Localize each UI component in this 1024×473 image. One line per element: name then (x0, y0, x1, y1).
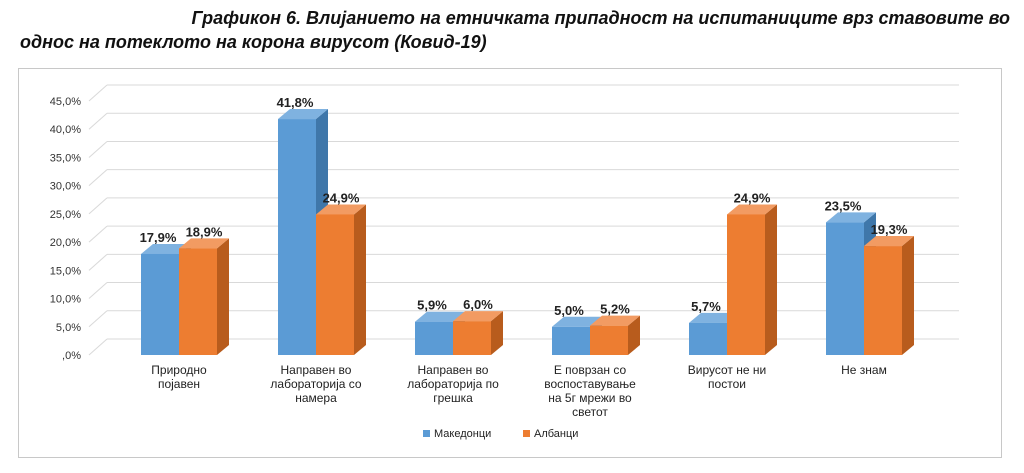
bar (864, 246, 902, 355)
data-label: 5,9% (417, 298, 447, 313)
bar-side (628, 315, 640, 355)
gridline-perspective (88, 141, 108, 158)
y-tick-label: ,0% (62, 350, 81, 362)
category-label: појавен (158, 377, 200, 391)
bar-top (552, 316, 602, 327)
bar-side (354, 204, 366, 355)
data-label: 24,9% (323, 190, 360, 205)
category-label: Е поврзан со (554, 363, 627, 377)
bar-side (902, 236, 914, 355)
gridline-perspective (88, 112, 108, 130)
bar (826, 222, 864, 355)
category-label: на 5г мрежи во (548, 391, 632, 405)
chart-title: Графикон 6. Влијанието на етничката прип… (20, 6, 1010, 54)
data-label: 17,9% (140, 230, 177, 245)
bar (689, 322, 727, 355)
category-label: Направен во (418, 363, 489, 377)
bar-top (179, 238, 229, 249)
gridline-perspective (88, 197, 108, 215)
bar-top (590, 315, 640, 326)
bar-top (278, 109, 328, 120)
bar-top (689, 312, 739, 323)
bar (590, 325, 628, 355)
bar-side (491, 311, 503, 355)
data-label: 6,0% (463, 297, 493, 312)
gridline-perspective (88, 338, 108, 356)
y-tick-label: 20,0% (50, 237, 81, 249)
legend-swatch (423, 430, 430, 437)
chart-title-line-2: однос на потеклото на корона вирусот (Ко… (20, 32, 487, 52)
category-label: Природно (151, 363, 207, 377)
bar (141, 253, 179, 355)
bar-top (415, 311, 465, 322)
y-tick-label: 25,0% (50, 209, 81, 221)
chart-frame: ,0% 5,0% 10,0% 15,0% 20,0% 25,0% 30,0% 35,0% 40,… (18, 68, 1002, 458)
y-tick-label: 30,0% (50, 181, 81, 193)
y-tick-label: 10,0% (50, 294, 81, 306)
bar-top (826, 212, 876, 223)
data-label: 41,8% (277, 95, 314, 110)
bar (316, 214, 354, 355)
bar-top (316, 204, 366, 215)
category-label: светот (572, 405, 608, 419)
data-label: 19,3% (871, 222, 908, 237)
bar (415, 321, 453, 355)
bar-side (765, 204, 777, 355)
legend-swatch (523, 430, 530, 437)
legend-label: Албанци (534, 428, 578, 440)
bar-chart: ,0% 5,0% 10,0% 15,0% 20,0% 25,0% 30,0% 35,0% 40,… (50, 84, 959, 440)
y-tick-label: 40,0% (50, 124, 81, 136)
y-tick-label: 35,0% (50, 152, 81, 164)
category-label: намера (295, 391, 337, 405)
bar (552, 326, 590, 355)
bar (278, 119, 316, 355)
gridline-perspective (88, 253, 108, 271)
bar-top (864, 236, 914, 247)
data-label: 18,9% (186, 224, 223, 239)
bar (727, 214, 765, 355)
category-label: Не знам (841, 363, 887, 377)
y-tick-label: 15,0% (50, 265, 81, 277)
bar-top (141, 243, 191, 254)
gridline-perspective (88, 282, 108, 299)
legend-label: Македонци (434, 428, 491, 440)
data-label: 5,2% (600, 302, 630, 317)
category-label: воспоставување (544, 377, 636, 391)
category-label: Вирусот не ни (688, 363, 766, 377)
y-tick-label: 5,0% (56, 322, 81, 334)
data-label: 23,5% (825, 198, 862, 213)
bar (179, 248, 217, 355)
category-label: Направен во (281, 363, 352, 377)
bar (453, 321, 491, 355)
data-label: 5,7% (691, 299, 721, 314)
data-label: 24,9% (734, 190, 771, 205)
gridline-perspective (88, 169, 108, 187)
category-label: лабораторија по (407, 377, 499, 391)
bar-top (727, 204, 777, 215)
gridline-perspective (88, 225, 108, 243)
gridline-perspective (88, 310, 108, 328)
category-label: лабораторија со (270, 377, 362, 391)
category-label: постои (708, 377, 746, 391)
bar-side (217, 238, 229, 355)
data-label: 5,0% (554, 303, 584, 318)
category-label: грешка (433, 391, 473, 405)
gridline-perspective (88, 84, 108, 102)
bar-top (453, 311, 503, 322)
chart-title-line-1: Графикон 6. Влијанието на етничката прип… (191, 8, 1011, 28)
y-tick-label: 45,0% (50, 96, 81, 108)
